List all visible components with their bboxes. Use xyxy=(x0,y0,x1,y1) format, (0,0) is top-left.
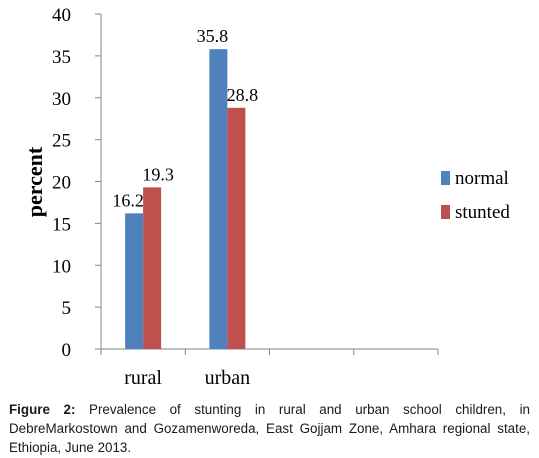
y-tick-label: 35 xyxy=(52,47,71,68)
y-tick-label: 15 xyxy=(52,214,71,235)
y-tick-label: 5 xyxy=(62,298,72,319)
data-label: 16.2 xyxy=(112,190,144,210)
figure-caption: Figure 2: Prevalence of stunting in rura… xyxy=(9,400,530,457)
y-tick-label: 25 xyxy=(52,131,71,152)
bar-normal xyxy=(125,213,144,349)
legend-swatch-normal xyxy=(441,171,450,185)
legend: normal stunted xyxy=(441,168,510,223)
bar-stunted xyxy=(143,187,162,349)
data-labels: 16.2 35.8 19.3 28.8 xyxy=(112,26,258,210)
data-label: 28.8 xyxy=(227,85,259,105)
bar-chart: 0 5 10 15 20 25 30 35 40 rural urban 16.2 35.8 19.3… xyxy=(22,5,510,389)
legend-label-normal: normal xyxy=(455,168,509,189)
y-axis-title: percent xyxy=(22,146,47,217)
caption-label: Figure 2: xyxy=(9,402,76,417)
y-tick-label: 10 xyxy=(52,256,71,277)
y-tick-label: 40 xyxy=(52,5,71,26)
bar-normal xyxy=(209,49,228,350)
legend-swatch-stunted xyxy=(441,205,450,219)
bar-stunted xyxy=(227,107,246,349)
y-tick-label: 0 xyxy=(62,340,72,361)
data-label: 35.8 xyxy=(197,26,229,46)
bars xyxy=(125,49,246,350)
x-tick-label: rural xyxy=(124,367,162,389)
y-axis: 0 5 10 15 20 25 30 35 40 xyxy=(52,5,102,361)
x-tick-label: urban xyxy=(205,367,251,389)
legend-label-stunted: stunted xyxy=(455,202,510,223)
caption-text: Prevalence of stunting in rural and urba… xyxy=(9,402,530,455)
x-axis: rural urban xyxy=(100,348,439,389)
y-tick-label: 20 xyxy=(52,173,71,194)
data-label: 19.3 xyxy=(142,164,174,184)
y-tick-label: 30 xyxy=(52,89,71,110)
